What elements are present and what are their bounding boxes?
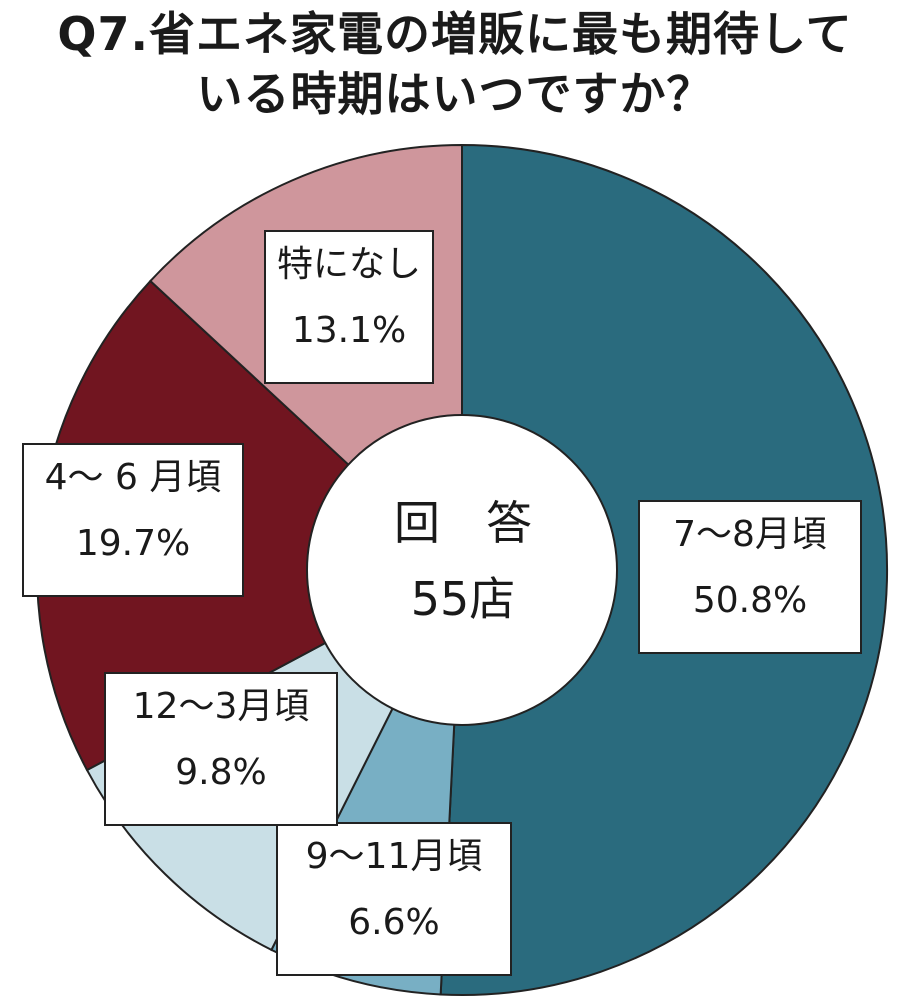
chart-title: Q7.省エネ家電の増販に最も期待して いる時期はいつですか？ bbox=[0, 4, 910, 124]
slice-label-percent: 19.7% bbox=[75, 523, 191, 564]
donut-hole bbox=[306, 414, 618, 726]
slice-label-apr-jun: 4～ 6 月頃 19.7% bbox=[22, 443, 244, 597]
chart-title-line-2: いる時期はいつですか？ bbox=[196, 67, 714, 121]
center-label-line-2: 55店 bbox=[410, 572, 516, 626]
slice-label-name: 9～11月頃 bbox=[305, 836, 483, 877]
slice-label-name: 12～3月頃 bbox=[132, 686, 310, 727]
slice-label-none: 特になし 13.1% bbox=[264, 230, 434, 384]
chart-title-line-1: Q7.省エネ家電の増販に最も期待して bbox=[57, 7, 853, 61]
slice-label-percent: 9.8% bbox=[175, 752, 267, 793]
slice-label-dec-mar: 12～3月頃 9.8% bbox=[104, 672, 338, 826]
slice-label-name: 7～8月頃 bbox=[673, 514, 827, 555]
slice-label-jul-aug: 7～8月頃 50.8% bbox=[638, 500, 862, 654]
center-label: 回 答 55店 bbox=[313, 488, 613, 640]
slice-label-name: 特になし bbox=[276, 244, 421, 285]
slice-label-percent: 6.6% bbox=[348, 902, 440, 943]
center-label-line-1: 回 答 bbox=[394, 496, 532, 550]
slice-label-percent: 13.1% bbox=[291, 310, 407, 351]
slice-label-percent: 50.8% bbox=[692, 580, 808, 621]
slice-label-sep-nov: 9～11月頃 6.6% bbox=[276, 822, 512, 976]
slice-label-name: 4～ 6 月頃 bbox=[44, 457, 222, 498]
